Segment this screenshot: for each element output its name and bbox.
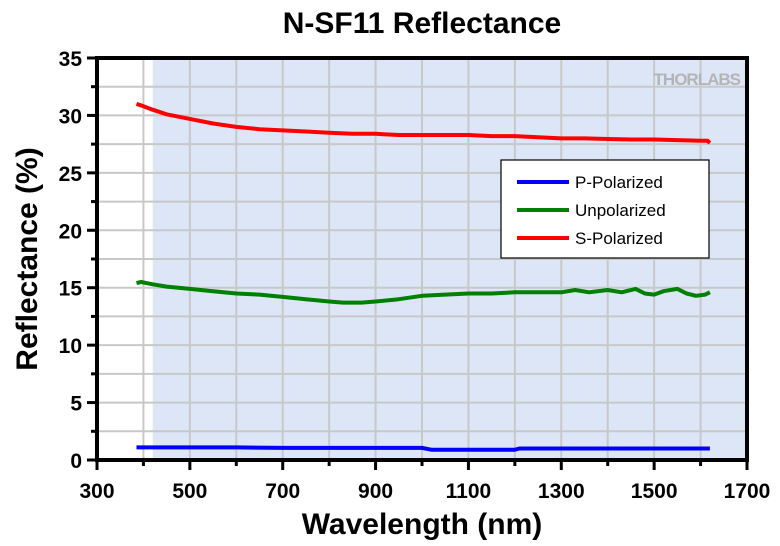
- x-tick-label: 900: [358, 480, 393, 503]
- y-tick-label: 5: [70, 393, 82, 416]
- legend-item-p-polarized: P-Polarized: [517, 173, 663, 192]
- x-axis-label: Wavelength (nm): [302, 508, 543, 541]
- y-tick-label: 0: [70, 450, 82, 473]
- legend-label: P-Polarized: [575, 173, 663, 192]
- series-line-p-polarized: [136, 445, 710, 452]
- legend-item-unpolarized: Unpolarized: [517, 201, 666, 220]
- legend-item-s-polarized: S-Polarized: [517, 229, 663, 248]
- y-axis-ticks: 0 5 10 15 20 25 30 35: [59, 48, 97, 473]
- x-tick-label: 1300: [538, 480, 585, 503]
- legend-label: Unpolarized: [575, 201, 666, 220]
- x-tick-label: 700: [265, 480, 300, 503]
- x-tick-label: 1500: [631, 480, 678, 503]
- series-line-s-polarized: [135, 102, 712, 145]
- x-tick-label: 500: [172, 480, 207, 503]
- data-series: [135, 102, 712, 452]
- x-tick-label: 1100: [446, 480, 492, 503]
- y-tick-label: 35: [59, 48, 83, 71]
- thorlabs-watermark: THORLABS: [654, 70, 741, 89]
- series-line-unpolarized: [136, 280, 711, 305]
- y-tick-label: 25: [59, 163, 83, 186]
- chart-title: N-SF11 Reflectance: [283, 7, 561, 40]
- y-tick-label: 30: [59, 105, 82, 128]
- y-tick-label: 15: [59, 278, 83, 301]
- x-tick-label: 300: [79, 480, 114, 503]
- y-tick-label: 20: [59, 220, 82, 243]
- y-axis-label: Reflectance (%): [11, 147, 44, 370]
- legend: P-Polarized Unpolarized S-Polarized: [500, 159, 710, 259]
- x-axis-ticks: 300 500 700 900 1100 1300 1500 1700: [79, 460, 770, 503]
- x-tick-label: 1700: [724, 480, 771, 503]
- legend-label: S-Polarized: [575, 229, 663, 248]
- y-tick-label: 10: [59, 335, 82, 358]
